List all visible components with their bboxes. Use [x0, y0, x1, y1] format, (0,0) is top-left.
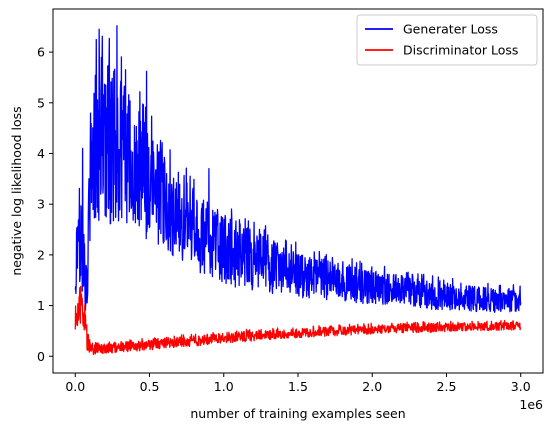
legend-box: [356, 14, 538, 66]
legend: Generater Loss Discriminator Loss: [356, 14, 538, 66]
y-tick-label: 3: [37, 197, 45, 212]
y-tick-label: 6: [37, 45, 45, 60]
series-layer: [74, 25, 522, 356]
x-tick-label: 3.0: [511, 379, 531, 394]
x-tick-label: 1.0: [214, 379, 234, 394]
legend-label-generator: Generater Loss: [403, 22, 498, 37]
y-tick-label: 5: [37, 95, 45, 110]
x-axis-offset-text: 1e6: [519, 397, 543, 412]
generator-loss-line: [74, 25, 522, 313]
x-tick-label: 0.0: [65, 379, 85, 394]
x-tick-label: 1.5: [288, 379, 308, 394]
y-axis-ticks: 0 1 2 3 4 5 6: [37, 45, 53, 364]
x-tick-label: 0.5: [140, 379, 160, 394]
y-axis-label: negative log likelihood loss: [9, 106, 24, 275]
y-tick-label: 2: [37, 247, 45, 262]
y-tick-label: 4: [37, 146, 45, 161]
legend-label-discriminator: Discriminator Loss: [403, 43, 518, 58]
discriminator-loss-line: [74, 285, 522, 356]
y-tick-label: 1: [37, 298, 45, 313]
x-tick-label: 2.5: [437, 379, 457, 394]
x-axis-label: number of training examples seen: [190, 406, 405, 421]
y-tick-label: 0: [37, 349, 45, 364]
x-tick-label: 2.0: [362, 379, 382, 394]
x-axis-ticks: 0.0 0.5 1.0 1.5 2.0 2.5 3.0: [65, 373, 531, 394]
